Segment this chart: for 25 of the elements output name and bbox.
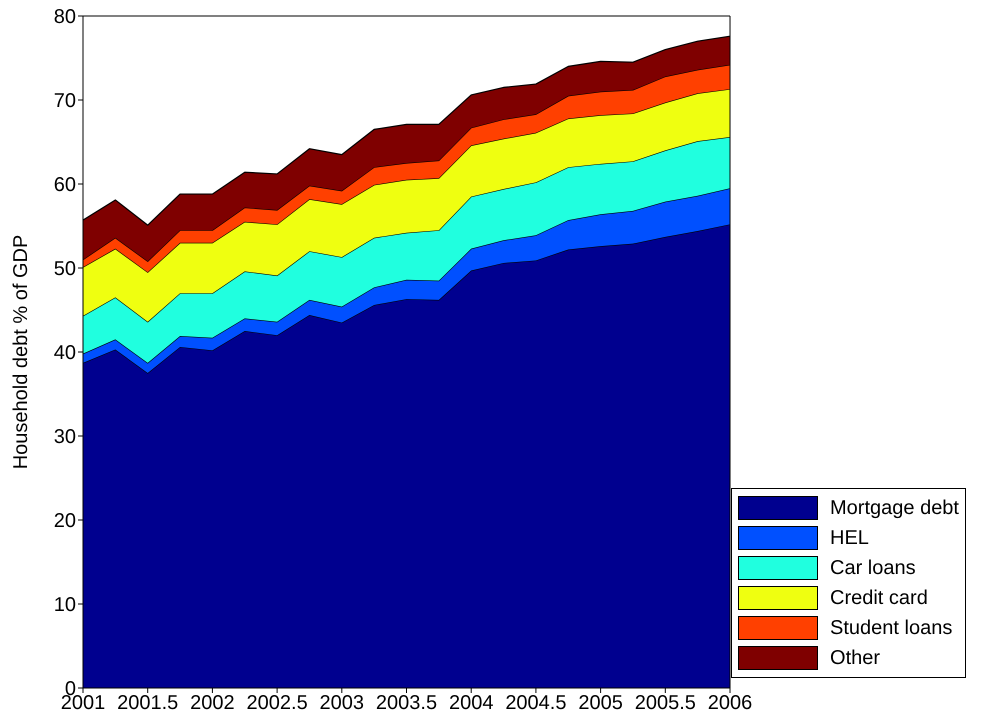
legend-label: Other xyxy=(830,646,880,670)
legend-label: Mortgage debt xyxy=(830,496,959,520)
y-tick-label: 60 xyxy=(54,174,76,196)
x-tick-label: 2006 xyxy=(708,692,752,714)
x-tick-label: 2003.5 xyxy=(376,692,438,714)
x-tick-label: 2005.5 xyxy=(634,692,696,714)
y-tick-label: 10 xyxy=(54,594,76,616)
y-tick-label: 70 xyxy=(54,90,76,112)
y-tick-label: 40 xyxy=(54,342,76,364)
legend-label: Car loans xyxy=(830,556,916,580)
x-tick-label: 2004 xyxy=(448,692,494,714)
y-tick-label: 20 xyxy=(54,510,76,532)
legend-label: Credit card xyxy=(830,586,928,610)
x-tick-label: 2002 xyxy=(190,692,235,714)
x-tick-label: 2002.5 xyxy=(246,692,308,714)
y-tick-label: 50 xyxy=(54,258,76,280)
x-tick-label: 2001.5 xyxy=(117,692,178,714)
x-tick-label: 2003 xyxy=(320,692,364,714)
x-tick-label: 2005 xyxy=(578,692,623,714)
x-tick-label: 2004.5 xyxy=(505,692,566,714)
y-axis-title: Household debt % of GDP xyxy=(10,234,32,470)
legend-label: Student loans xyxy=(830,616,952,640)
y-tick-label: 30 xyxy=(54,426,76,448)
legend-label: HEL xyxy=(830,526,869,550)
y-tick-label: 80 xyxy=(54,6,76,28)
